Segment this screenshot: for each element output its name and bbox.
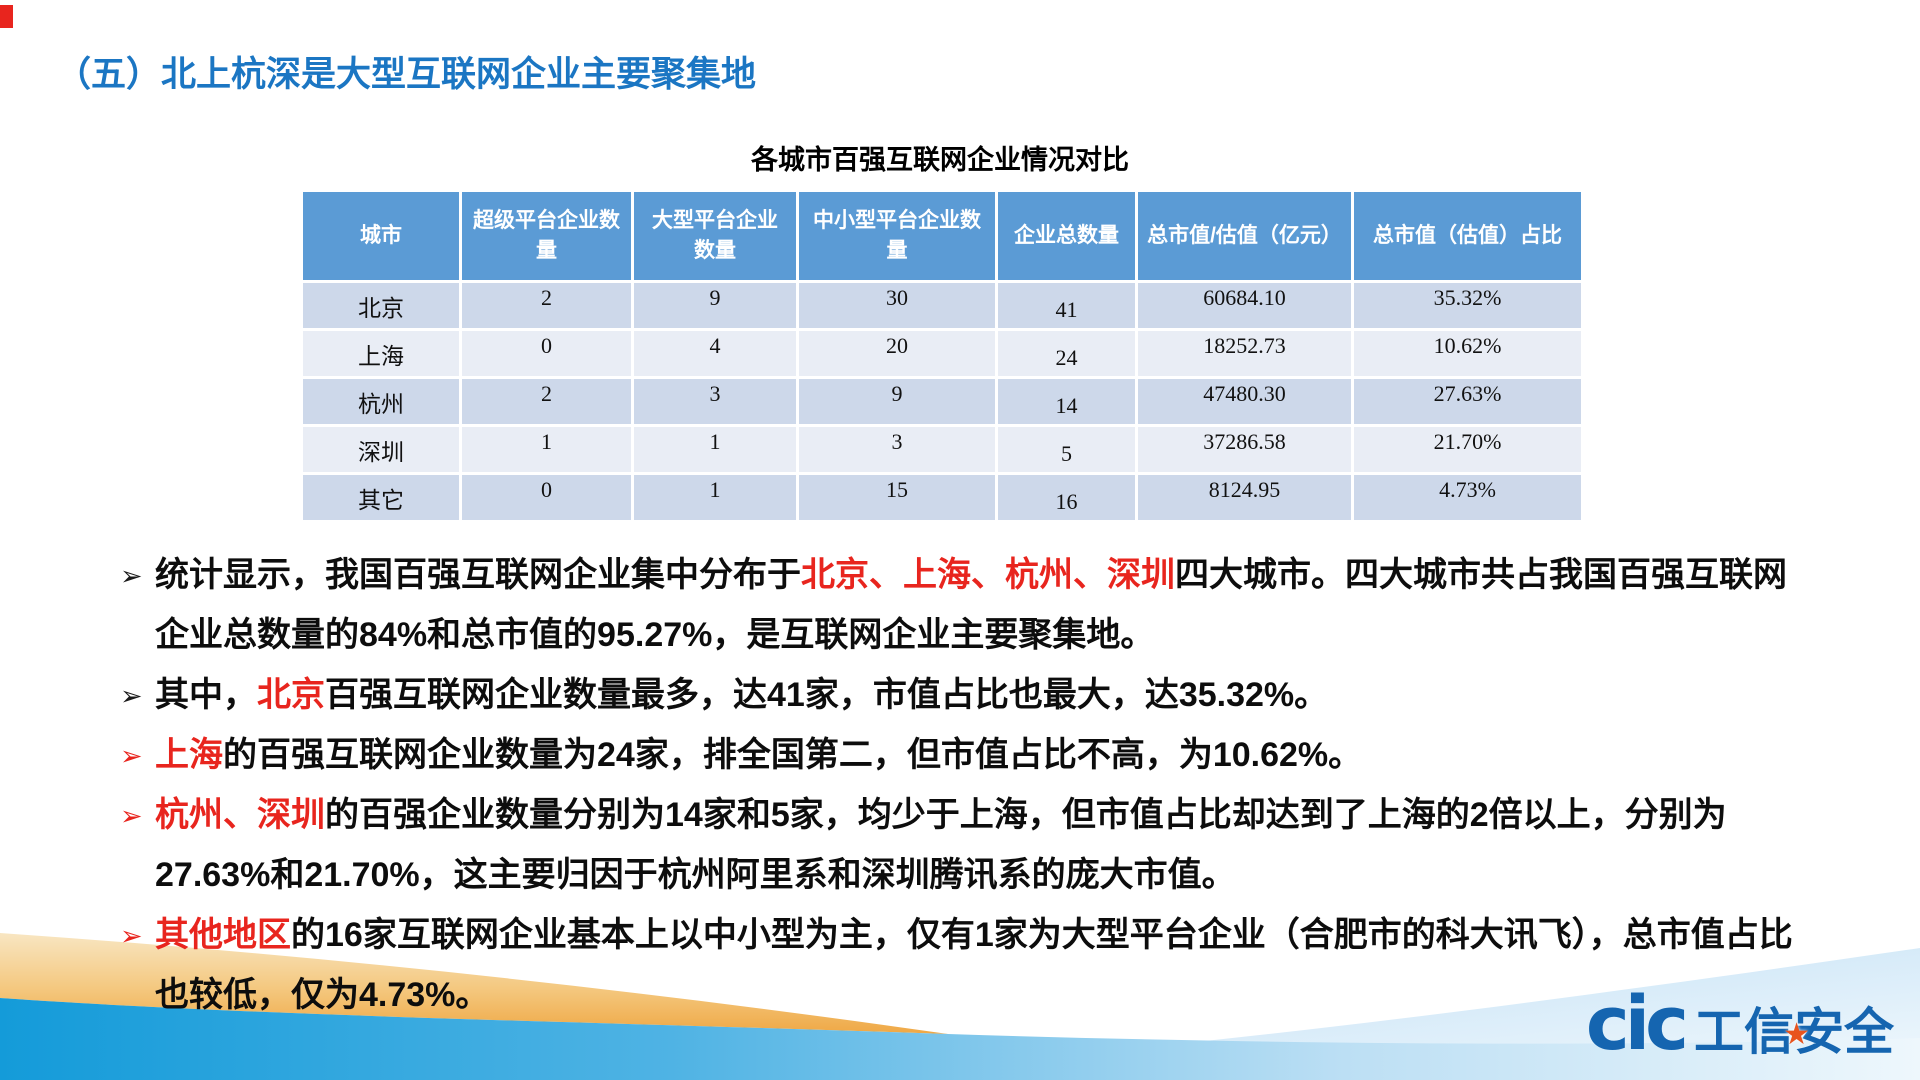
slide-title: （五）北上杭深是大型互联网企业主要聚集地 — [56, 55, 757, 94]
bullet-text-segment: 的百强企业数量分别为14家和5家，均少于上海，但市值占比却达到了上海的2倍以上，… — [155, 796, 1727, 894]
bottom-wave-decoration — [0, 933, 1920, 1080]
value-cell: 1 — [634, 427, 796, 472]
bullet-item: ➢ 其他地区的16家互联网企业基本上以中小型为主，仅有1家为大型平台企业（合肥市的… — [120, 905, 1815, 1025]
cic-gongxin-security-logo: cic ★ 工信安全 — [1585, 981, 1894, 1067]
bullet-text-segment: 统计显示，我国百强互联网企业集中分布于 — [155, 556, 801, 594]
value-cell: 0 — [462, 475, 631, 520]
value-cell: 4 — [634, 331, 796, 376]
value-cell: 41 — [998, 283, 1135, 328]
value-cell: 0 — [462, 331, 631, 376]
bullet-item: ➢ 统计显示，我国百强互联网企业集中分布于北京、上海、杭州、深圳四大城市。四大城市… — [120, 545, 1815, 665]
column-header: 总市值/估值（亿元） — [1138, 192, 1351, 280]
value-cell: 15 — [799, 475, 995, 520]
value-cell: 24 — [998, 331, 1135, 376]
city-comparison-table: 城市 超级平台企业数 量大型平台企业 数量 中小型平台企业数 量企业总数量 总市值/估… — [300, 189, 1584, 523]
bullet-arrow-icon: ➢ — [120, 801, 143, 831]
value-cell: 37286.58 — [1138, 427, 1351, 472]
bullet-text-segment: 上海 — [155, 736, 223, 774]
table-header-row: 城市 超级平台企业数 量大型平台企业 数量 中小型平台企业数 量企业总数量 总市值/估… — [303, 192, 1581, 280]
value-cell: 5 — [998, 427, 1135, 472]
value-cell: 9 — [634, 283, 796, 328]
value-cell: 18252.73 — [1138, 331, 1351, 376]
column-header: 大型平台企业 数量 — [634, 192, 796, 280]
bullet-text-segment: 北京、上海、杭州、深圳 — [801, 556, 1175, 594]
table-row: 北京 2 9 30 41 60684.10 35.32% — [303, 283, 1581, 328]
bullet-text-segment: 百强互联网企业数量最多，达41家，市值占比也最大，达35.32%。 — [325, 676, 1329, 714]
bullet-item: ➢ 上海的百强互联网企业数量为24家，排全国第二，但市值占比不高，为10.62%。 — [120, 725, 1815, 785]
value-cell: 1 — [634, 475, 796, 520]
value-cell: 1 — [462, 427, 631, 472]
table-row: 深圳 1 1 3 5 37286.58 21.70% — [303, 427, 1581, 472]
bullet-text-segment: 的百强互联网企业数量为24家，排全国第二，但市值占比不高，为10.62%。 — [223, 736, 1363, 774]
bullet-text-segment: 四大城市。四大城市共占我国百强互联网企业总数量的84%和总市值的95.27%，是… — [155, 556, 1787, 654]
value-cell: 47480.30 — [1138, 379, 1351, 424]
city-cell: 其它 — [303, 475, 459, 520]
value-cell: 9 — [799, 379, 995, 424]
city-comparison-table-section: 各城市百强互联网企业情况对比 城市 超级平台企业数 量大型平台企业 数量 中小型平台… — [300, 138, 1581, 523]
bullet-item: ➢ 杭州、深圳的百强企业数量分别为14家和5家，均少于上海，但市值占比却达到了上海… — [120, 785, 1815, 905]
table-row: 上海 0 4 20 24 18252.73 10.62% — [303, 331, 1581, 376]
column-header: 中小型平台企业数 量 — [799, 192, 995, 280]
value-cell: 4.73% — [1354, 475, 1581, 520]
table-caption: 各城市百强互联网企业情况对比 — [751, 145, 1129, 175]
wave-orange-band — [0, 933, 948, 1034]
value-cell: 27.63% — [1354, 379, 1581, 424]
table-row: 其它 0 1 15 16 8124.95 4.73% — [303, 475, 1581, 520]
wave-blue-band — [0, 998, 1920, 1080]
corner-accent-mark — [0, 5, 13, 28]
bullet-item: ➢ 其中，北京百强互联网企业数量最多，达41家，市值占比也最大，达35.32%。 — [120, 665, 1815, 725]
city-cell: 深圳 — [303, 427, 459, 472]
bullet-text-segment: 的16家互联网企业基本上以中小型为主，仅有1家为大型平台企业（合肥市的科大讯飞）… — [155, 916, 1793, 1014]
column-header: 超级平台企业数 量 — [462, 192, 631, 280]
city-cell: 北京 — [303, 283, 459, 328]
value-cell: 21.70% — [1354, 427, 1581, 472]
value-cell: 35.32% — [1354, 283, 1581, 328]
bullet-arrow-icon: ➢ — [120, 741, 143, 771]
city-cell: 杭州 — [303, 379, 459, 424]
value-cell: 2 — [462, 379, 631, 424]
value-cell: 10.62% — [1354, 331, 1581, 376]
logo-company-name: 工信安全 — [1694, 1004, 1894, 1060]
value-cell: 60684.10 — [1138, 283, 1351, 328]
bullet-arrow-icon: ➢ — [120, 561, 143, 591]
cic-logo-letters: cic — [1585, 981, 1689, 1067]
star-icon: ★ — [1783, 1018, 1810, 1051]
column-header: 企业总数量 — [998, 192, 1135, 280]
bullet-text-segment: 北京 — [257, 676, 325, 714]
value-cell: 3 — [634, 379, 796, 424]
bullet-arrow-icon: ➢ — [120, 681, 143, 711]
bullet-arrow-icon: ➢ — [120, 921, 143, 951]
bullet-text-segment: 杭州、深圳 — [155, 796, 325, 834]
value-cell: 30 — [799, 283, 995, 328]
table-row: 杭州 2 3 9 14 47480.30 27.63% — [303, 379, 1581, 424]
bullet-list: ➢ 统计显示，我国百强互联网企业集中分布于北京、上海、杭州、深圳四大城市。四大城市… — [120, 545, 1815, 1025]
value-cell: 8124.95 — [1138, 475, 1351, 520]
value-cell: 2 — [462, 283, 631, 328]
value-cell: 3 — [799, 427, 995, 472]
value-cell: 16 — [998, 475, 1135, 520]
bullet-text-segment: 其中， — [155, 676, 257, 714]
bullet-text-segment: 其他地区 — [155, 916, 291, 954]
value-cell: 20 — [799, 331, 995, 376]
value-cell: 14 — [998, 379, 1135, 424]
column-header: 总市值（估值）占比 — [1354, 192, 1581, 280]
column-header: 城市 — [303, 192, 459, 280]
city-cell: 上海 — [303, 331, 459, 376]
